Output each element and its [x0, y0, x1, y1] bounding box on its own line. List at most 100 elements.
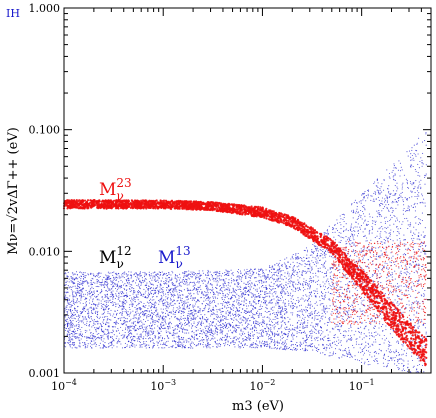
data-point: [98, 281, 101, 283]
data-point: [86, 324, 88, 326]
data-point: [145, 334, 147, 336]
data-point: [352, 251, 354, 253]
data-point: [198, 278, 201, 280]
data-point: [259, 306, 261, 308]
data-point: [199, 285, 201, 287]
data-point: [296, 262, 298, 264]
data-point: [399, 272, 401, 274]
data-point: [417, 153, 419, 155]
data-point: [215, 287, 217, 289]
data-point: [320, 249, 322, 252]
data-point: [70, 277, 72, 279]
data-point: [164, 302, 166, 304]
data-point: [241, 345, 244, 347]
data-point: [138, 313, 141, 315]
data-point: [200, 288, 202, 290]
data-point: [360, 248, 362, 250]
data-point: [317, 323, 319, 325]
data-point: [152, 345, 154, 347]
data-point: [315, 348, 317, 350]
data-point: [319, 334, 322, 336]
data-point: [65, 318, 67, 320]
data-point: [281, 291, 283, 293]
data-point: [346, 339, 348, 341]
data-point: [212, 312, 214, 314]
data-point: [404, 239, 406, 241]
data-point: [290, 348, 292, 351]
data-point: [284, 308, 286, 310]
data-point: [312, 331, 314, 333]
data-point: [305, 342, 307, 344]
data-point: [405, 329, 407, 331]
data-point: [401, 354, 403, 356]
data-point: [311, 346, 314, 348]
data-point: [104, 278, 107, 280]
data-point: [121, 309, 123, 311]
data-point: [358, 242, 360, 244]
data-point: [103, 282, 105, 284]
data-point: [317, 350, 319, 352]
data-point: [249, 345, 251, 347]
data-point: [171, 334, 173, 336]
data-point: [89, 289, 91, 291]
data-point: [215, 325, 217, 327]
data-point: [148, 288, 150, 290]
data-point: [129, 285, 131, 287]
data-point: [250, 292, 252, 294]
data-point: [249, 288, 251, 290]
data-point: [183, 314, 185, 317]
data-point: [331, 285, 333, 288]
data-point: [129, 288, 131, 290]
data-point: [140, 328, 142, 330]
data-point: [184, 324, 186, 326]
data-point: [179, 284, 181, 286]
data-point: [188, 273, 190, 275]
data-point: [115, 303, 117, 305]
data-point: [386, 297, 388, 299]
data-point: [129, 291, 131, 293]
data-point: [311, 269, 313, 271]
data-point: [314, 317, 316, 319]
data-point: [308, 316, 310, 318]
data-point: [323, 305, 325, 307]
data-point: [347, 318, 349, 320]
data-point: [146, 315, 148, 317]
data-point: [286, 286, 288, 288]
data-point: [383, 353, 386, 355]
data-point: [315, 245, 317, 247]
data-point: [184, 319, 186, 321]
data-point: [74, 346, 76, 348]
data-point: [359, 308, 361, 310]
data-point: [369, 320, 371, 322]
data-point: [266, 295, 268, 297]
data-point: [302, 337, 304, 339]
data-point: [80, 278, 82, 280]
data-point: [117, 327, 119, 330]
data-point: [140, 334, 142, 336]
data-point: [152, 332, 154, 335]
data-point: [311, 295, 313, 297]
data-point: [411, 184, 413, 186]
data-point: [93, 321, 95, 323]
data-point: [367, 189, 370, 191]
data-point: [123, 306, 125, 308]
data-point: [99, 283, 101, 285]
data-point: [423, 295, 425, 297]
data-point: [115, 337, 117, 339]
data-point: [211, 314, 213, 316]
data-point: [119, 305, 121, 307]
data-point: [211, 276, 213, 278]
data-point: [413, 159, 415, 161]
data-point: [193, 343, 196, 346]
data-point: [362, 213, 365, 215]
data-point: [397, 188, 399, 190]
data-point: [225, 288, 227, 290]
data-point: [131, 344, 133, 346]
data-point: [160, 330, 162, 332]
data-point: [269, 313, 271, 315]
data-point: [226, 333, 228, 335]
data-point: [398, 303, 400, 305]
data-point: [192, 342, 194, 344]
data-point: [360, 310, 362, 312]
data-point: [193, 273, 195, 275]
